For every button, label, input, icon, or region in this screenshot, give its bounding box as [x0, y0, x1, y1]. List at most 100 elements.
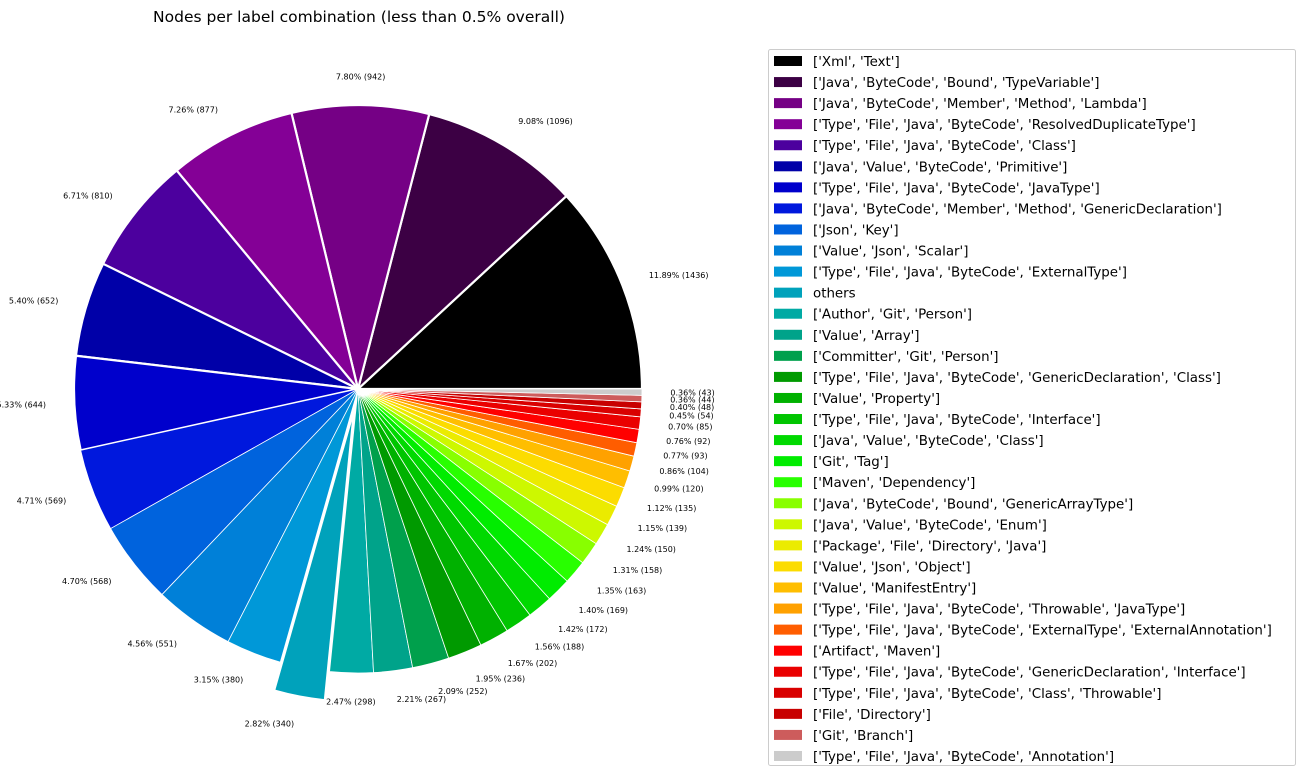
legend-swatch	[774, 729, 802, 740]
legend-label: ['Maven', 'Dependency']	[813, 476, 975, 491]
slice-value-label: 1.31% (158)	[613, 566, 662, 575]
slice-value-label: 0.86% (104)	[659, 467, 708, 476]
legend-swatch	[774, 498, 802, 509]
legend-label: ['Artifact', 'Maven']	[813, 645, 940, 660]
slice-value-label: 4.70% (568)	[62, 577, 111, 586]
legend-swatch	[774, 308, 802, 319]
legend-frame	[768, 49, 1296, 766]
slice-value-label: 1.95% (236)	[476, 674, 525, 683]
legend-swatch	[774, 708, 802, 719]
legend-swatch	[774, 687, 802, 698]
slice-value-label: 11.89% (1436)	[649, 271, 709, 280]
legend-label: ['Type', 'File', 'Java', 'ByteCode', 'Ge…	[813, 371, 1221, 386]
legend-swatch	[774, 561, 802, 572]
slice-value-label: 1.40% (169)	[579, 606, 628, 615]
slice-value-label: 1.24% (150)	[626, 545, 675, 554]
legend-swatch	[774, 540, 802, 551]
slice-value-label: 4.56% (551)	[127, 640, 176, 649]
legend-swatch	[774, 624, 802, 635]
pie-value-labels: 11.89% (1436) 9.08% (1096) 7.80% (942) 7.26…	[0, 73, 715, 729]
slice-value-label: 6.71% (810)	[63, 192, 112, 201]
legend-label: ['Xml', 'Text']	[813, 55, 900, 70]
legend-label: ['Type', 'File', 'Java', 'ByteCode', 'Ex…	[813, 266, 1127, 281]
legend-swatch	[774, 182, 802, 193]
legend-swatch	[774, 371, 802, 382]
legend-label: ['File', 'Directory']	[813, 708, 931, 723]
pie-slice	[274, 416, 354, 700]
slice-value-label: 2.82% (340)	[245, 720, 294, 729]
slice-value-label: 5.40% (652)	[9, 297, 58, 306]
slice-value-label: 0.70% (85)	[668, 423, 712, 432]
slice-value-label: 2.09% (252)	[438, 687, 487, 696]
slice-value-label: 1.56% (188)	[535, 643, 584, 652]
pie-slice	[357, 388, 643, 396]
legend-label: ['Java', 'Value', 'ByteCode', 'Enum']	[813, 518, 1047, 533]
pie-slice	[356, 112, 568, 391]
legend-swatch	[774, 645, 802, 656]
legend-label: ['Type', 'File', 'Java', 'ByteCode', 'An…	[813, 750, 1114, 765]
legend-label: others	[813, 287, 856, 302]
legend-swatch	[774, 77, 802, 88]
slice-value-label: 1.42% (172)	[558, 625, 607, 634]
legend-label: ['Type', 'File', 'Java', 'ByteCode', 'Th…	[813, 603, 1185, 618]
legend-swatch	[774, 224, 802, 235]
slice-value-label: 0.45% (54)	[669, 411, 713, 420]
legend-swatch	[774, 350, 802, 361]
legend-label: ['Value', 'Property']	[813, 392, 940, 407]
legend-label: ['Java', 'Value', 'ByteCode', 'Class']	[813, 434, 1044, 449]
slice-value-label: 1.12% (135)	[647, 504, 696, 513]
legend-label: ['Value', 'ManifestEntry']	[813, 582, 976, 597]
legend-label: ['Type', 'File', 'Java', 'ByteCode', 'Ex…	[813, 624, 1272, 639]
slice-value-label: 0.76% (92)	[666, 437, 710, 446]
legend-label: ['Type', 'File', 'Java', 'ByteCode', 'Cl…	[813, 687, 1161, 702]
slice-value-label: 4.71% (569)	[17, 497, 66, 506]
legend-label: ['Git', 'Tag']	[813, 455, 889, 470]
legend-label: ['Value', 'Json', 'Scalar']	[813, 245, 968, 260]
legend-swatch	[774, 414, 802, 425]
legend-swatch	[774, 140, 802, 151]
legend-swatch	[774, 161, 802, 172]
slice-value-label: 1.67% (202)	[508, 659, 557, 668]
legend-swatch	[774, 245, 802, 256]
legend-label: ['Type', 'File', 'Java', 'ByteCode', 'Cl…	[813, 139, 1076, 154]
legend-swatch	[774, 119, 802, 130]
pie-slice	[356, 194, 644, 391]
legend-label: ['Value', 'Array']	[813, 329, 920, 344]
slice-value-label: 1.15% (139)	[638, 524, 687, 533]
legend-label: ['Type', 'File', 'Java', 'ByteCode', 'Re…	[813, 118, 1196, 133]
legend-swatch	[774, 266, 802, 277]
legend-swatch	[774, 287, 802, 298]
legend-label: ['Java', 'ByteCode', 'Member', 'Method',…	[813, 97, 1147, 112]
slice-value-label: 7.80% (942)	[336, 73, 385, 82]
slice-value-label: 3.15% (380)	[194, 676, 243, 685]
pie-slice	[290, 103, 431, 391]
legend-label: ['Value', 'Json', 'Object']	[813, 560, 971, 575]
pie-slices	[72, 103, 644, 700]
legend-swatch	[774, 603, 802, 614]
legend-label: ['Type', 'File', 'Java', 'ByteCode', 'Ge…	[813, 666, 1246, 681]
slice-value-label: 0.40% (48)	[670, 403, 714, 412]
pie-slice	[101, 169, 360, 391]
legend-label: ['Java', 'ByteCode', 'Bound', 'GenericAr…	[813, 497, 1133, 512]
legend-swatch	[774, 750, 802, 761]
slice-value-label: 0.36% (43)	[670, 388, 714, 397]
legend-swatch	[774, 582, 802, 593]
legend-swatch	[774, 392, 802, 403]
legend-swatch	[774, 435, 802, 446]
legend-label: ['Package', 'File', 'Directory', 'Java']	[813, 539, 1046, 554]
legend-entries: ['Xml', 'Text'] ['Java', 'ByteCode', 'Bou…	[774, 55, 1272, 765]
slice-value-label: 0.36% (44)	[670, 396, 714, 405]
legend-swatch	[774, 519, 802, 530]
slice-value-label: 2.47% (298)	[326, 697, 375, 706]
pie-slice	[227, 388, 359, 663]
legend-label: ['Java', 'ByteCode', 'Member', 'Method',…	[813, 202, 1222, 217]
slice-value-label: 9.08% (1096)	[518, 117, 573, 126]
legend-swatch	[774, 203, 802, 214]
chart-title: Nodes per label combination (less than 0…	[153, 8, 565, 26]
legend-label: ['Author', 'Git', 'Person']	[813, 308, 972, 323]
legend-swatch	[774, 477, 802, 488]
legend-swatch	[774, 56, 802, 66]
legend-swatch	[774, 666, 802, 677]
legend-label: ['Java', 'Value', 'ByteCode', 'Primitive…	[813, 160, 1067, 175]
